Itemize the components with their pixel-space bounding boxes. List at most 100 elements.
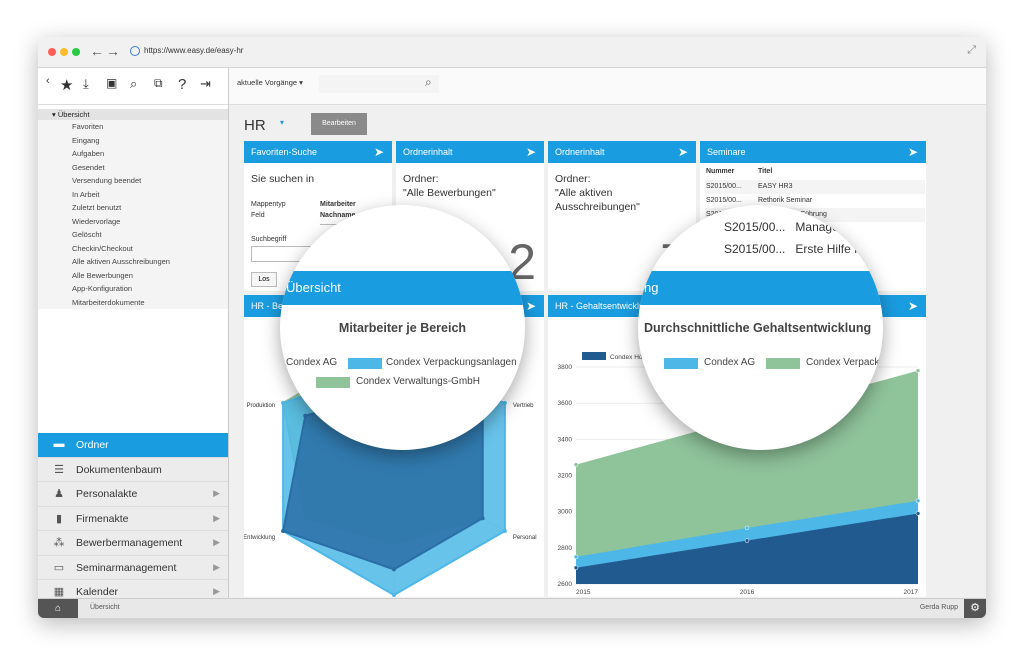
data-point [573, 565, 579, 570]
home-icon[interactable]: ⌂ [38, 599, 78, 618]
back-icon[interactable]: ← [90, 43, 104, 59]
tree-item[interactable]: Aufgaben [72, 149, 105, 158]
star-icon[interactable]: ★ [60, 77, 74, 94]
help-icon[interactable]: ? [178, 76, 187, 93]
col-title: Titel [758, 168, 773, 175]
data-point [502, 401, 507, 405]
data-point [480, 516, 485, 521]
table-row[interactable]: S2015/00... Rethorik Seminar [705, 194, 925, 208]
data-point [281, 529, 286, 533]
chevron-right-icon: ▶ [213, 512, 220, 523]
tree-item[interactable]: In Arbeit [72, 189, 100, 199]
filter-dropdown[interactable]: aktuelle Vorgänge ▾ [237, 78, 303, 87]
legend-label: Condex Ho [610, 354, 643, 361]
legend-label: Condex AG [704, 357, 756, 368]
back-icon[interactable]: ‹ [46, 75, 50, 87]
col-number: Nummer [706, 168, 735, 175]
legend-label: Condex AG [286, 357, 338, 368]
legend-label: Condex Verpackungs [806, 357, 883, 368]
row1-value: Mitarbeiter [320, 201, 356, 208]
tree-root[interactable]: ▾ Übersicht [38, 109, 228, 120]
module-3[interactable]: ▮ Firmenakte ▶ [38, 506, 228, 531]
module-5[interactable]: ▭ Seminarmanagement ▶ [38, 555, 228, 580]
edit-button[interactable]: Bearbeiten [311, 113, 367, 135]
folder-add-icon[interactable]: ▣ [106, 76, 118, 90]
tree-item[interactable]: Alle aktiven Ausschreibungen [72, 257, 170, 266]
browser-titlebar: ← → https://www.easy.de/easy-hr ⤢ [38, 37, 986, 68]
go-button[interactable]: Los [251, 272, 277, 287]
seminar-number: S2015/00... [706, 183, 742, 190]
tree-item[interactable]: Favoriten [72, 122, 104, 131]
module-label: Dokumentenbaum [76, 463, 162, 476]
send-icon[interactable]: ➤ [907, 145, 918, 159]
close-window-dot[interactable] [48, 48, 56, 56]
search-icon[interactable]: ⌕ [130, 76, 138, 91]
tile-header: Favoriten-Suche ➤ [244, 141, 392, 163]
send-icon[interactable]: ➤ [373, 145, 384, 159]
send-icon[interactable]: ➤ [677, 145, 688, 159]
search-icon[interactable]: ⌕ [425, 75, 432, 89]
legend-item: Condex AG [704, 357, 755, 368]
download-icon[interactable]: ⤓ [83, 76, 89, 91]
tree-item[interactable]: Eingang [72, 135, 100, 145]
globe-icon [130, 46, 140, 56]
magnifier-header: Übersicht [280, 271, 525, 305]
tree-item[interactable]: Checkin/Checkout [72, 243, 133, 253]
series-area-2 [576, 513, 918, 584]
legend-item: Condex Verwaltungs-GmbH [356, 376, 480, 387]
module-1[interactable]: ☰ Dokumentenbaum [38, 457, 228, 482]
tree-item[interactable]: Mitarbeiterdokumente [72, 297, 145, 307]
chevron-right-icon: ▶ [213, 537, 220, 547]
y-tick-label: 3400 [558, 436, 573, 443]
send-icon[interactable]: ➤ [525, 299, 536, 313]
data-point [392, 567, 396, 572]
maximize-window-dot[interactable] [72, 48, 80, 56]
tree-item[interactable]: Wiedervorlage [72, 216, 121, 226]
seminar-title: Erste Hilfe Ku [795, 242, 869, 256]
data-point [392, 593, 396, 597]
tile-title: Favoriten-Suche [251, 147, 318, 157]
seminar-number: S2015/00... [724, 242, 786, 256]
window-icon[interactable]: ⧉ [154, 76, 163, 90]
minimize-window-dot[interactable] [60, 48, 68, 56]
logout-icon[interactable]: ⇥ [200, 76, 211, 91]
module-4[interactable]: ⁂ Bewerbermanagement ▶ [38, 531, 228, 556]
row2-label: Feld [251, 212, 265, 219]
y-tick-label: 3800 [558, 364, 573, 371]
monitor-icon: ▭ [53, 561, 65, 574]
tile-title: Seminare [707, 147, 746, 157]
tree-item[interactable]: Gelöscht [72, 230, 102, 239]
building-icon: ▮ [55, 512, 63, 525]
gear-icon[interactable]: ⚙ [964, 599, 986, 618]
url-bar[interactable]: https://www.easy.de/easy-hr [144, 46, 244, 55]
tree-item[interactable]: Zuletzt benutzt [72, 203, 122, 212]
tree-item[interactable]: App-Konfiguration [72, 284, 133, 293]
legend-swatch [348, 358, 382, 369]
seminar-row: S2015/00... Erste Hilfe Ku [724, 242, 869, 256]
ordner-label: Ordner: [555, 173, 591, 185]
sidebar: ‹ ★ ⤓ ▣ ⌕ ⧉ ? ⇥ ▾ Übersicht Favoriten Ein… [38, 68, 229, 618]
tree-root-label: Übersicht [57, 110, 90, 119]
data-point [303, 413, 308, 418]
tree-item[interactable]: Versendung beendet [72, 176, 142, 185]
tree-item[interactable]: Gesendet [72, 162, 105, 172]
category-label: Personal [513, 535, 537, 541]
tile-header: Ordnerinhalt ➤ [548, 141, 696, 163]
y-tick-label: 3600 [558, 400, 573, 407]
tree-item[interactable]: Alle Bewerbungen [72, 270, 133, 280]
legend-swatch [664, 358, 698, 369]
user-name[interactable]: Gerda Rupp [919, 604, 958, 611]
send-icon[interactable]: ➤ [525, 145, 536, 159]
expand-icon[interactable]: ⤢ [967, 44, 976, 56]
forward-icon[interactable]: → [106, 43, 120, 59]
table-row[interactable]: S2015/00... EASY HR3 [705, 180, 925, 194]
module-2[interactable]: ♟ Personalakte ▶ [38, 482, 228, 507]
search-input[interactable] [319, 75, 439, 93]
status-location: Übersicht [90, 604, 120, 611]
chevron-down-icon[interactable]: ▾ [280, 118, 285, 127]
send-icon[interactable]: ➤ [907, 299, 918, 313]
tile-title: Ordnerinhalt [403, 147, 453, 157]
module-0[interactable]: ▬ Ordner [38, 433, 228, 458]
legend-swatch [316, 377, 350, 388]
magnifier-header: ng [638, 271, 883, 305]
